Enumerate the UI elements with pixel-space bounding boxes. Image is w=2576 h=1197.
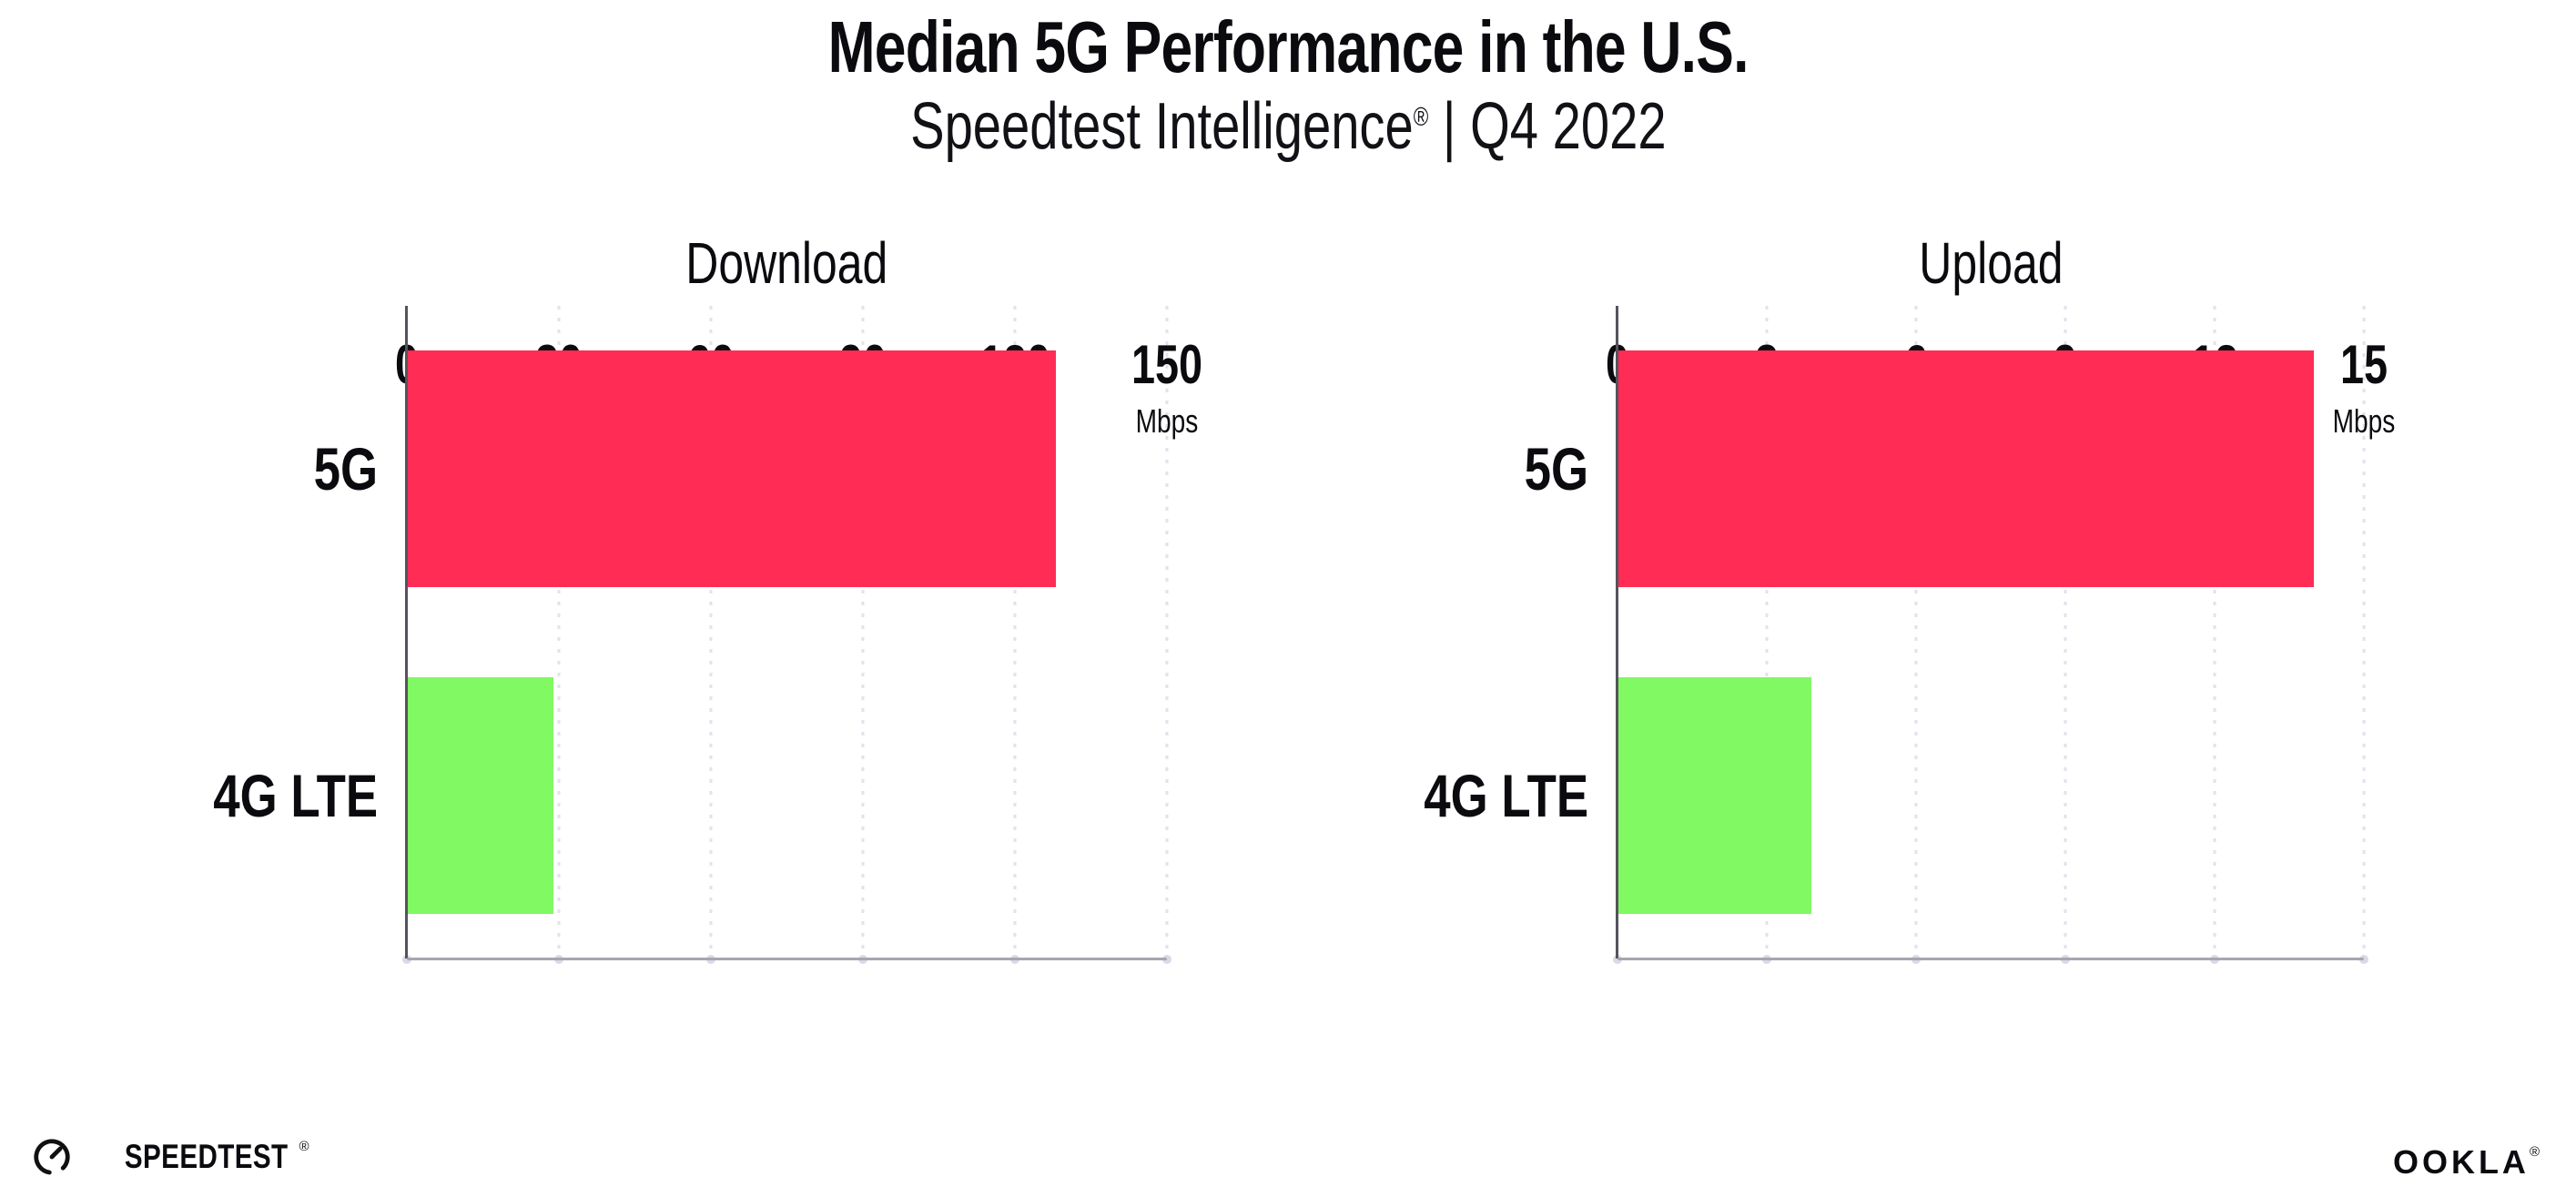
gridline-90 [861,306,865,959]
speedtest-wordmark: SPEEDTEST [124,1138,289,1175]
x-tick-label: 15 [2339,334,2388,395]
gridline-6 [1914,306,1918,959]
bar-4g-lte [1618,676,1812,914]
speedtest-logo: SPEEDTEST ® [31,1136,309,1178]
x-tick-unit: Mbps [1135,402,1199,440]
ookla-logo: OOKLA ® [2393,1143,2540,1182]
registered-mark: ® [1413,103,1428,132]
upload-plot-area: 03Mbps6Mbps9Mbps12Mbps15Mbps5G4G LTE [1424,306,2395,964]
gridline-150 [1165,306,1169,959]
axis-tick-dot-150 [1162,955,1171,964]
category-label-4g-lte: 4G LTE [1424,761,1588,829]
ookla-wordmark: OOKLA [2392,1143,2530,1181]
gridline-120 [1013,306,1017,959]
x-tick-label: 150 [1131,334,1203,395]
y-axis-line [1616,306,1618,959]
x-tick-unit: Mbps [2332,402,2396,440]
x-axis-line [1618,958,2364,960]
gridline-3 [1765,306,1769,959]
upload-chart-title: Upload [1918,230,2064,296]
page-title: Median 5G Performance in the U.S. [0,9,2576,86]
speedtest-registered-mark: ® [299,1138,309,1154]
speedtest-gauge-icon [34,1139,70,1175]
page-title-text: Median 5G Performance in the U.S. [827,6,1749,87]
bar-5g [407,350,1056,588]
ookla-registered-mark: ® [2529,1143,2540,1160]
bar-4g-lte [407,676,554,914]
gridline-30 [557,306,561,959]
gridline-15 [2362,306,2366,959]
x-axis-line [407,958,1167,960]
y-axis-line [405,306,408,959]
download-chart-title: Download [685,230,888,296]
page-subtitle: Speedtest Intelligence® | Q4 2022 [0,90,2576,163]
subtitle-period: | Q4 2022 [1427,90,1667,163]
category-label-5g: 5G [1524,435,1588,503]
download-plot-area: 030Mbps60Mbps90Mbps120Mbps150Mbps5G4G LT… [213,306,1202,964]
category-label-4g-lte: 4G LTE [213,761,378,829]
gridline-60 [709,306,713,959]
gridline-12 [2213,306,2216,959]
bar-5g [1618,350,2315,588]
axis-tick-dot-15 [2359,955,2368,964]
category-label-5g: 5G [313,435,378,503]
gridline-9 [2064,306,2067,959]
subtitle-brand: Speedtest Intelligence [909,90,1414,163]
